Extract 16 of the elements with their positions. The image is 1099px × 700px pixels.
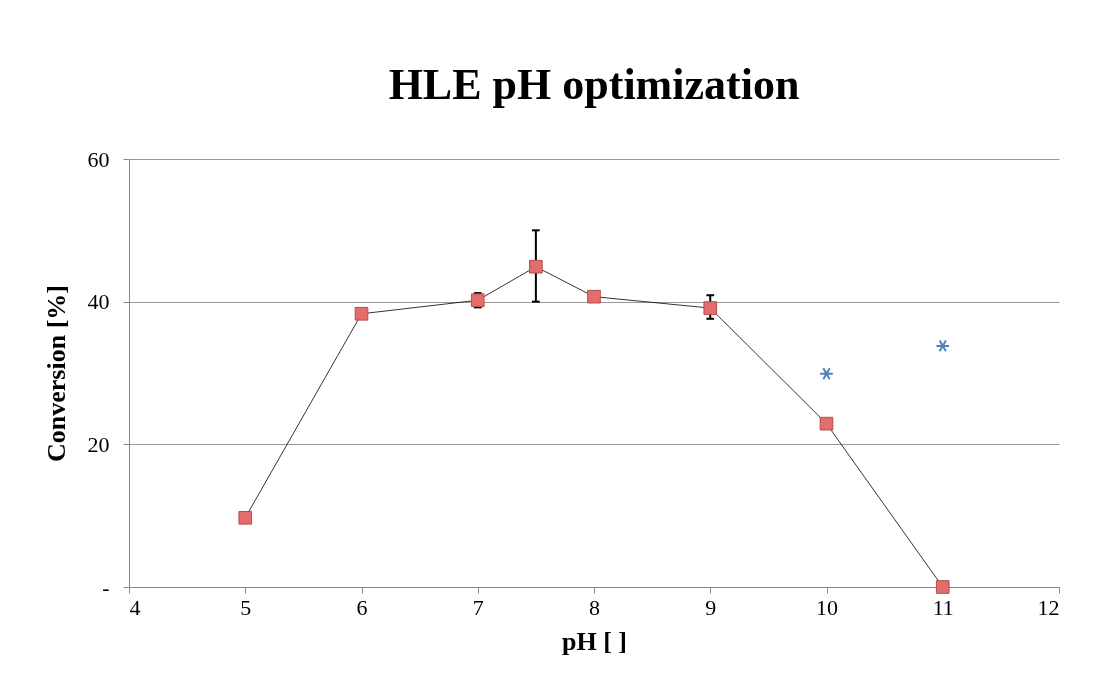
x-tick-label: 9 <box>705 594 717 620</box>
y-axis-title: Conversion [%] <box>41 285 71 462</box>
x-tick-label: 4 <box>129 594 141 620</box>
x-tick-label: 5 <box>240 594 252 620</box>
x-tick-label: 12 <box>1037 594 1060 620</box>
y-tick-label: - <box>102 574 110 600</box>
chart-title: HLE pH optimization <box>388 60 800 109</box>
x-tick-label: 8 <box>589 594 600 620</box>
x-tick-label: 10 <box>816 594 838 620</box>
y-tick-label: 40 <box>87 289 110 315</box>
y-tick-label: 20 <box>87 431 110 457</box>
x-axis-title: pH [ ] <box>562 626 627 656</box>
x-tick-label: 6 <box>356 594 368 620</box>
x-tick-label: 7 <box>472 594 484 620</box>
x-tick-label: 11 <box>932 594 954 620</box>
y-tick-label: 60 <box>87 146 110 172</box>
